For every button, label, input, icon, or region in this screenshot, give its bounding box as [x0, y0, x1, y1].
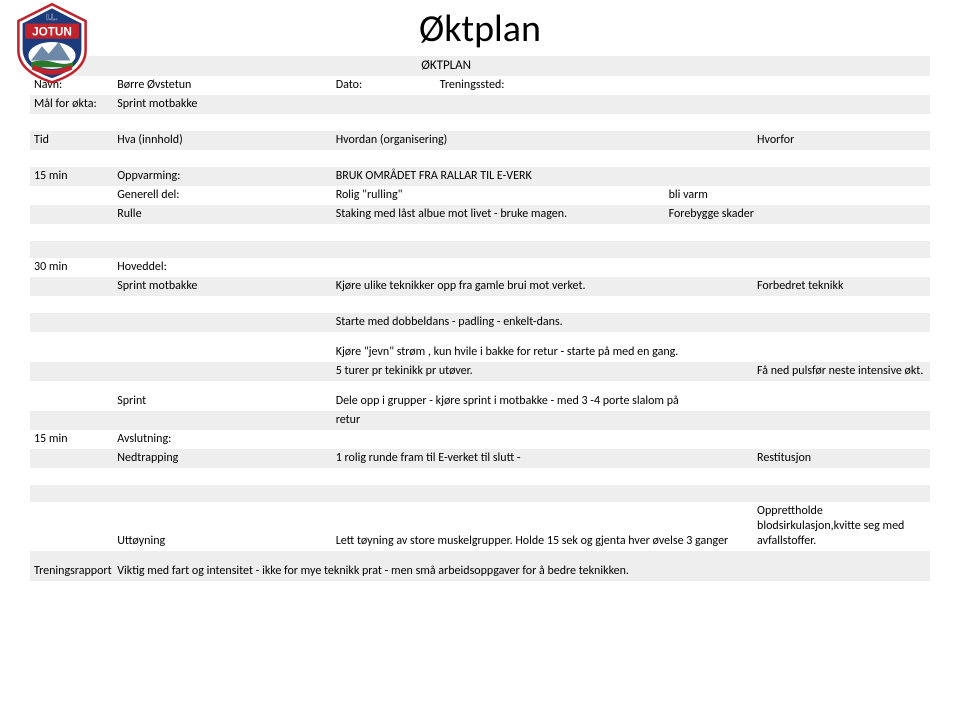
avslutning-label: Avslutning:	[113, 430, 331, 449]
plan-table: ØKTPLAN Navn: Børre Øvstetun Dato: Treni…	[30, 56, 930, 581]
sprint-label: Sprint	[113, 381, 331, 411]
label-mal: Mål for økta:	[30, 95, 113, 114]
nedtrapping-hvorfor: Restitusjon	[753, 449, 930, 468]
retur-hvordan: retur	[332, 411, 753, 430]
treningsrapport-label: Treningsrapport	[30, 551, 113, 581]
turer-hvorfor: Få ned pulsfør neste intensive økt.	[753, 362, 930, 381]
rulle-hvordan: Staking med låst albue mot livet - bruke…	[332, 205, 665, 224]
label-treningssted: Treningssted:	[436, 76, 753, 95]
col-hvorfor: Hvorfor	[753, 131, 930, 150]
sprintmotbakke-hvordan: Kjøre ulike teknikker opp fra gamle brui…	[332, 277, 753, 296]
jevn-hvordan: Kjøre "jevn" strøm , kun hvile i bakke f…	[332, 332, 753, 362]
value-mal: Sprint motbakke	[113, 95, 331, 114]
starte-hvordan: Starte med dobbeldans - padling - enkelt…	[332, 313, 753, 332]
sprint-hvordan: Dele opp i grupper - kjøre sprint i motb…	[332, 381, 753, 411]
sprintmotbakke-label: Sprint motbakke	[113, 277, 331, 296]
generell-label: Generell del:	[113, 186, 331, 205]
rulle-hvorfor: Forebygge skader	[665, 205, 930, 224]
treningsrapport-value: Viktig med fart og intensitet - ikke for…	[113, 551, 930, 581]
generell-hvordan: Rolig "rulling"	[332, 186, 665, 205]
turer-hvordan: 5 turer pr tekinikk pr utøver.	[332, 362, 753, 381]
col-tid: Tid	[30, 131, 113, 150]
oppvarming-label: Oppvarming:	[113, 167, 331, 186]
page-title: Øktplan	[30, 0, 930, 56]
rulle-label: Rulle	[113, 205, 331, 224]
col-hva: Hva (innhold)	[113, 131, 331, 150]
label-dato: Dato:	[332, 76, 436, 95]
hoveddel-tid: 30 min	[30, 258, 113, 277]
value-navn: Børre Øvstetun	[113, 76, 331, 95]
avslutning-tid: 15 min	[30, 430, 113, 449]
oppvarming-hvordan: BRUK OMRÅDET FRA RALLAR TIL E-VERK	[332, 167, 753, 186]
col-hvordan: Hvordan (organisering)	[332, 131, 665, 150]
svg-text:JOTUN: JOTUN	[32, 25, 72, 38]
oppvarming-tid: 15 min	[30, 167, 113, 186]
nedtrapping-hvordan: 1 rolig runde fram til E-verket til slut…	[332, 449, 753, 468]
uttoyning-label: Uttøyning	[113, 502, 331, 551]
nedtrapping-label: Nedtrapping	[113, 449, 331, 468]
generell-hvorfor: bli varm	[665, 186, 930, 205]
uttoyning-hvordan: Lett tøyning av store muskelgrupper. Hol…	[332, 502, 753, 551]
svg-text:I.L.: I.L.	[46, 12, 58, 23]
club-logo: I.L. JOTUN	[10, 0, 94, 84]
uttoyning-hvorfor: Opprettholde blodsirkulasjon,kvitte seg …	[753, 502, 930, 551]
sprintmotbakke-hvorfor: Forbedret teknikk	[753, 277, 930, 296]
hoveddel-label: Hoveddel:	[113, 258, 331, 277]
subtitle: ØKTPLAN	[228, 56, 665, 76]
